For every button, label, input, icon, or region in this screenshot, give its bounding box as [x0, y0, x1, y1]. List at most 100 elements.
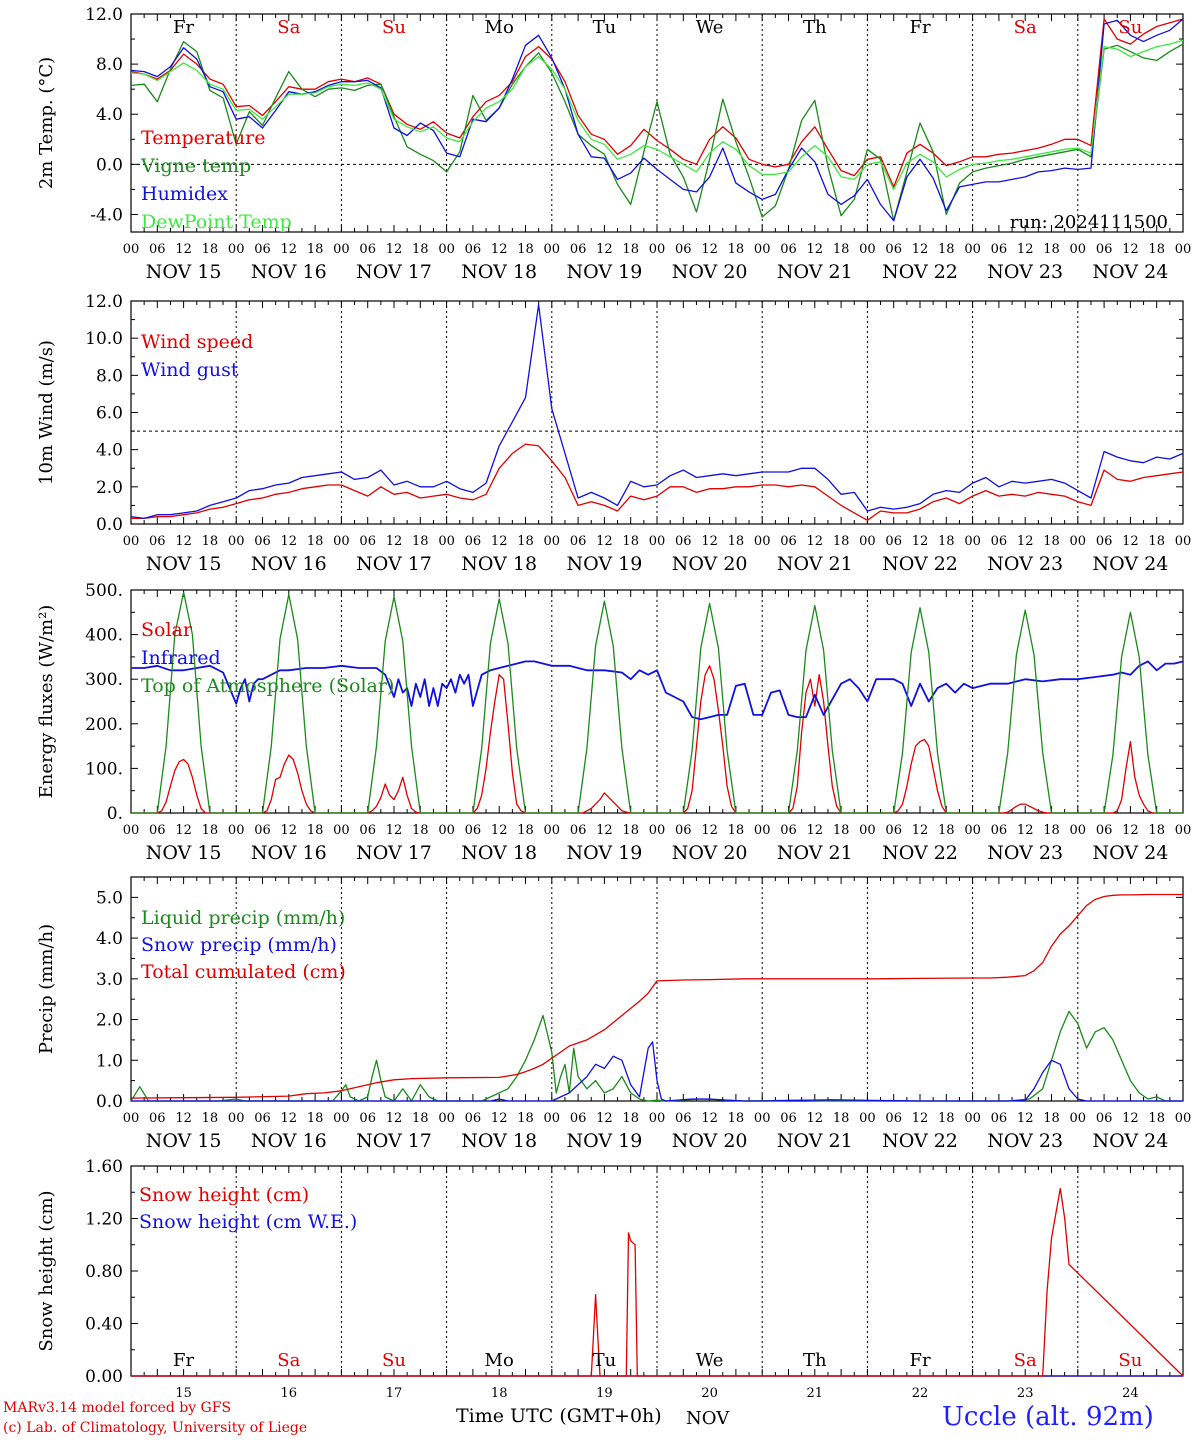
- date-label: NOV 23: [987, 261, 1063, 283]
- hour-tick-label: 06: [465, 1111, 482, 1126]
- hour-tick-label: 18: [412, 823, 429, 838]
- hour-tick-label: 00: [1070, 242, 1087, 257]
- hour-tick-label: 06: [570, 1111, 587, 1126]
- hour-tick-label: 18: [412, 534, 429, 549]
- date-label: NOV 19: [566, 1130, 642, 1152]
- hour-tick-label: 18: [938, 823, 955, 838]
- hour-tick-label: 00: [333, 534, 350, 549]
- y-tick-label: 12.0: [85, 5, 123, 25]
- date-label: NOV 24: [1092, 842, 1168, 864]
- hour-tick-label: 12: [1122, 1111, 1139, 1126]
- hour-tick-label: 12: [386, 534, 403, 549]
- hour-tick-label: 18: [517, 242, 534, 257]
- hour-tick-label: 06: [254, 534, 271, 549]
- hour-tick-label: 18: [1043, 823, 1060, 838]
- y-tick-label: 4.0: [96, 105, 123, 125]
- hour-tick-label: 12: [1122, 534, 1139, 549]
- series-line-temp-1: [130, 40, 1184, 222]
- hour-tick-label: 06: [465, 242, 482, 257]
- hour-tick-label: 12: [596, 534, 613, 549]
- hour-tick-label: 06: [149, 242, 166, 257]
- weekday-label-bottom: Tu: [593, 1350, 617, 1371]
- date-label: NOV 18: [461, 553, 537, 575]
- legend-item: Wind speed: [141, 331, 253, 353]
- date-label: NOV 24: [1092, 553, 1168, 575]
- hour-tick-label: 00: [964, 534, 981, 549]
- hour-tick-label: 12: [1017, 534, 1034, 549]
- hour-tick-label: 12: [175, 823, 192, 838]
- hour-tick-label: 18: [938, 534, 955, 549]
- y-tick-label: 5.0: [96, 888, 123, 908]
- y-tick-label: 8.0: [96, 366, 123, 386]
- y-tick-label: 0.0: [96, 515, 123, 535]
- hour-tick-label: 18: [1043, 534, 1060, 549]
- date-label: NOV 23: [987, 842, 1063, 864]
- hour-tick-label: 12: [1122, 823, 1139, 838]
- weekday-label-top: Th: [803, 17, 827, 38]
- date-label: NOV 18: [461, 842, 537, 864]
- y-tick-label: 1.20: [85, 1210, 123, 1230]
- hour-tick-label: 06: [1096, 534, 1113, 549]
- day-number-label: 23: [1017, 1386, 1034, 1401]
- date-label: NOV 20: [672, 261, 748, 283]
- hour-tick-label: 06: [570, 823, 587, 838]
- hour-tick-label: 00: [859, 242, 876, 257]
- hour-tick-label: 00: [1175, 242, 1192, 257]
- hour-tick-label: 00: [649, 242, 666, 257]
- y-tick-label: 500.: [85, 581, 123, 601]
- hour-tick-label: 00: [228, 823, 245, 838]
- hour-tick-label: 00: [1175, 823, 1192, 838]
- hour-tick-label: 00: [1070, 823, 1087, 838]
- series-line-wind-0: [131, 443, 1184, 521]
- hour-tick-label: 12: [701, 534, 718, 549]
- weekday-label-bottom: Th: [803, 1350, 827, 1371]
- date-label: NOV 24: [1092, 261, 1168, 283]
- hour-tick-label: 18: [728, 534, 745, 549]
- hour-tick-label: 18: [202, 1111, 219, 1126]
- date-label: NOV 17: [356, 842, 432, 864]
- y-tick-label: 300.: [85, 670, 123, 690]
- day-number-label: 15: [175, 1386, 192, 1401]
- legend-item: Vigne temp: [140, 155, 251, 177]
- hour-tick-label: 06: [780, 242, 797, 257]
- model-credit: MARv3.14 model forced by GFS: [3, 1400, 232, 1416]
- hour-tick-label: 00: [123, 242, 140, 257]
- legend-item: Infrared: [141, 647, 221, 669]
- date-label: NOV 18: [461, 261, 537, 283]
- hour-tick-label: 12: [175, 242, 192, 257]
- hour-tick-label: 18: [622, 534, 639, 549]
- hour-tick-label: 18: [517, 823, 534, 838]
- series-line-energy-2: [131, 591, 1183, 814]
- hour-tick-label: 00: [123, 823, 140, 838]
- y-axis-title: 2m Temp. (°C): [36, 57, 57, 189]
- date-label: NOV 22: [882, 553, 958, 575]
- weekday-label-top: Su: [1118, 17, 1142, 38]
- hour-tick-label: 12: [1017, 823, 1034, 838]
- hour-tick-label: 18: [728, 242, 745, 257]
- hour-tick-label: 18: [1148, 242, 1165, 257]
- weekday-label-top: Su: [382, 17, 406, 38]
- hour-tick-label: 12: [1017, 242, 1034, 257]
- y-tick-label: 3.0: [96, 970, 123, 990]
- hour-tick-label: 18: [307, 1111, 324, 1126]
- hour-tick-label: 12: [386, 1111, 403, 1126]
- hour-tick-label: 18: [833, 242, 850, 257]
- hour-tick-label: 18: [412, 242, 429, 257]
- y-tick-label: 100.: [85, 759, 123, 779]
- y-tick-label: 4.0: [96, 441, 123, 461]
- hour-tick-label: 00: [123, 534, 140, 549]
- hour-tick-label: 00: [649, 1111, 666, 1126]
- hour-tick-label: 06: [991, 534, 1008, 549]
- hour-tick-label: 00: [544, 242, 561, 257]
- legend-item: Top of Atmosphere (Solar): [141, 675, 394, 697]
- hour-tick-label: 18: [622, 1111, 639, 1126]
- legend-item: Humidex: [141, 183, 228, 205]
- legend-item: Snow precip (mm/h): [141, 934, 337, 956]
- hour-tick-label: 06: [149, 1111, 166, 1126]
- legend-item: Total cumulated (cm): [141, 961, 346, 983]
- hour-tick-label: 18: [202, 242, 219, 257]
- hour-tick-label: 00: [123, 1111, 140, 1126]
- hour-tick-label: 00: [228, 534, 245, 549]
